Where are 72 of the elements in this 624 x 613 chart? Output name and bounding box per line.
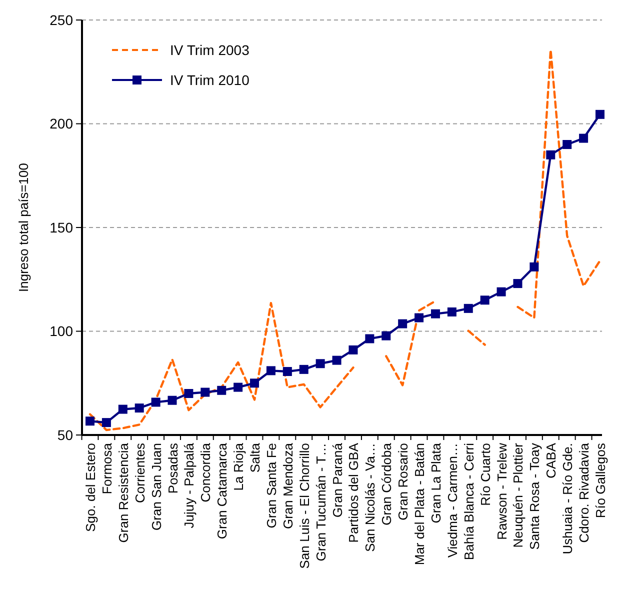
x-tick-label: Bahía Blanca - Cerri [461, 442, 476, 560]
point [184, 389, 194, 398]
legend-label: IV Trim 2010 [170, 72, 250, 88]
x-tick-label: CABA [544, 442, 559, 478]
point [348, 345, 358, 354]
x-tick-label: Rawson - Trelew [494, 442, 510, 540]
point [250, 378, 260, 388]
point [102, 418, 111, 428]
point [562, 140, 572, 149]
x-tick-label: Cdoro. Rivadavia [576, 442, 592, 543]
point [316, 359, 325, 368]
point [134, 404, 144, 413]
x-tick-label: Corrientes [132, 442, 148, 503]
x-tick-label: San Nicolás - Va… [362, 443, 378, 552]
x-tick-label: Gran Santa Fe [264, 443, 279, 528]
x-tick-label: Formosa [99, 442, 114, 494]
point [282, 367, 292, 376]
x-tick-label: Posadas [165, 442, 180, 494]
x-tick-label: Gran Tucumán - T… [313, 443, 328, 562]
y-tick-label: 50 [57, 426, 74, 443]
point [332, 356, 342, 365]
x-tick-label: Concordia [198, 442, 214, 502]
x-tick-label: Gran La Plata [428, 442, 444, 524]
point [398, 319, 408, 328]
x-tick-label: Gran San Juan [148, 443, 164, 530]
point [365, 334, 374, 344]
y-axis-title: Ingreso total país=100 [16, 162, 31, 292]
x-tick-label: Sgo. del Estero [83, 443, 98, 532]
x-tick-label: Gran Córdoba [379, 442, 394, 526]
point [266, 366, 276, 376]
y-tick-label: 250 [50, 12, 74, 28]
x-tick-label: Santa Rosa - Toay [527, 442, 542, 550]
point [414, 313, 424, 322]
y-tick-label: 150 [50, 219, 74, 236]
point [464, 304, 473, 313]
x-tick-label: Gran Paraná [330, 442, 345, 518]
x-tick-label: San Luis - El Chorrillo [296, 443, 312, 569]
x-tick-label: La Rioja [231, 442, 246, 491]
x-tick-label: Gran Rosario [396, 443, 411, 520]
x-tick-label: Viedma - Carmen… [444, 443, 460, 558]
x-tick-label: Salta [248, 442, 263, 473]
point [217, 386, 226, 395]
point [168, 396, 177, 405]
legend-label: IV Trim 2003 [170, 42, 250, 58]
point [579, 134, 588, 143]
point [530, 262, 539, 272]
x-tick-label: Río Cuarto [478, 443, 493, 506]
point [299, 364, 308, 374]
point [447, 307, 456, 316]
x-tick-label: Gran Mendoza [280, 442, 296, 529]
x-tick-label: Partidos del GBA [346, 442, 362, 543]
point [151, 398, 160, 407]
y-tick-label: 200 [50, 116, 74, 132]
point [382, 331, 391, 340]
point [546, 150, 556, 160]
x-tick-label: Gran Catamarca [214, 442, 230, 540]
point [430, 309, 440, 318]
point [496, 287, 506, 296]
y-tick-label: 100 [50, 323, 74, 340]
point [513, 279, 522, 288]
point [118, 404, 128, 414]
x-tick-label: Mar del Plata - Batán [412, 443, 428, 566]
x-tick-label: Jujuy - Palpalá [182, 442, 197, 528]
point [480, 296, 490, 305]
x-tick-label: Neuquén - Plottier [510, 442, 526, 548]
point [200, 388, 210, 397]
x-tick-label: Gran Resistencia [116, 442, 131, 543]
point [86, 416, 94, 426]
point [234, 382, 243, 392]
x-tick-label: Ushuaia - Río Gde. [560, 443, 576, 554]
x-tick-label: Río Gallegos [593, 442, 608, 518]
point [596, 110, 604, 119]
